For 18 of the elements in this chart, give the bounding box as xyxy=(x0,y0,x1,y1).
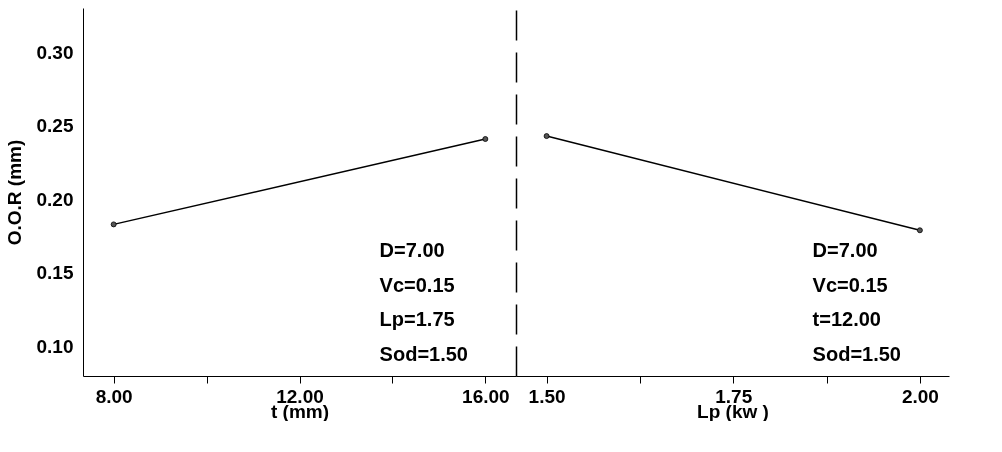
annotation: t=12.00 xyxy=(812,308,881,330)
x-tick-label: 8.00 xyxy=(95,385,133,407)
annotation: D=7.00 xyxy=(812,239,878,261)
annotation: D=7.00 xyxy=(379,239,445,261)
y-tick-label: 0.15 xyxy=(36,262,74,284)
annotation: Sod=1.50 xyxy=(379,342,468,365)
y-tick-label: 0.20 xyxy=(36,188,74,210)
x-tick-label: 16.00 xyxy=(462,385,510,407)
y-tick-label: 0.30 xyxy=(36,41,74,63)
x-tick-label: 2.00 xyxy=(901,385,939,407)
annotation: Sod=1.50 xyxy=(812,342,901,365)
annotation: Lp=1.75 xyxy=(379,308,455,330)
y-tick-label: 0.25 xyxy=(36,115,74,137)
y-axis-title: O.O.R (mm) xyxy=(3,139,25,246)
x-tick-label: 1.50 xyxy=(528,385,566,407)
annotation: Vc=0.15 xyxy=(812,273,888,296)
annotation: Vc=0.15 xyxy=(379,273,455,296)
y-tick-label: 0.10 xyxy=(36,336,74,358)
